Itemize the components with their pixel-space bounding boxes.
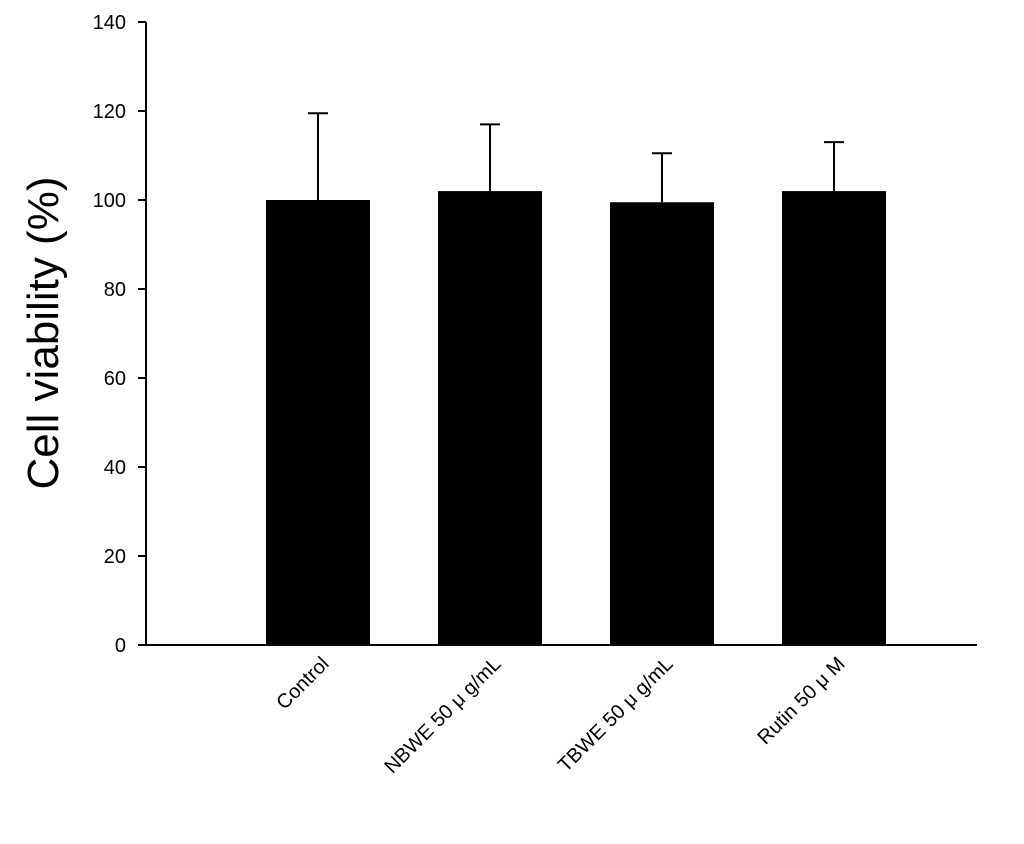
y-axis-label: Cell viability (%) <box>19 177 68 490</box>
x-tick-label: NBWE 50 μ g/mL <box>380 653 505 778</box>
y-tick-label: 40 <box>104 457 126 479</box>
y-tick-label: 20 <box>104 546 126 568</box>
x-tick-label: Control <box>272 653 333 714</box>
bar <box>266 200 370 645</box>
bar <box>610 202 714 645</box>
y-tick-label: 100 <box>93 190 126 212</box>
y-tick-label: 140 <box>93 12 126 34</box>
y-tick-label: 60 <box>104 368 126 390</box>
x-tick-label: Rutin 50 μ M <box>754 653 850 749</box>
y-tick-label: 120 <box>93 101 126 123</box>
y-tick-label: 0 <box>115 635 126 657</box>
y-tick-label: 80 <box>104 279 126 301</box>
bar <box>438 191 542 645</box>
x-tick-label: TBWE 50 μ g/mL <box>554 653 678 777</box>
bar <box>782 191 886 645</box>
